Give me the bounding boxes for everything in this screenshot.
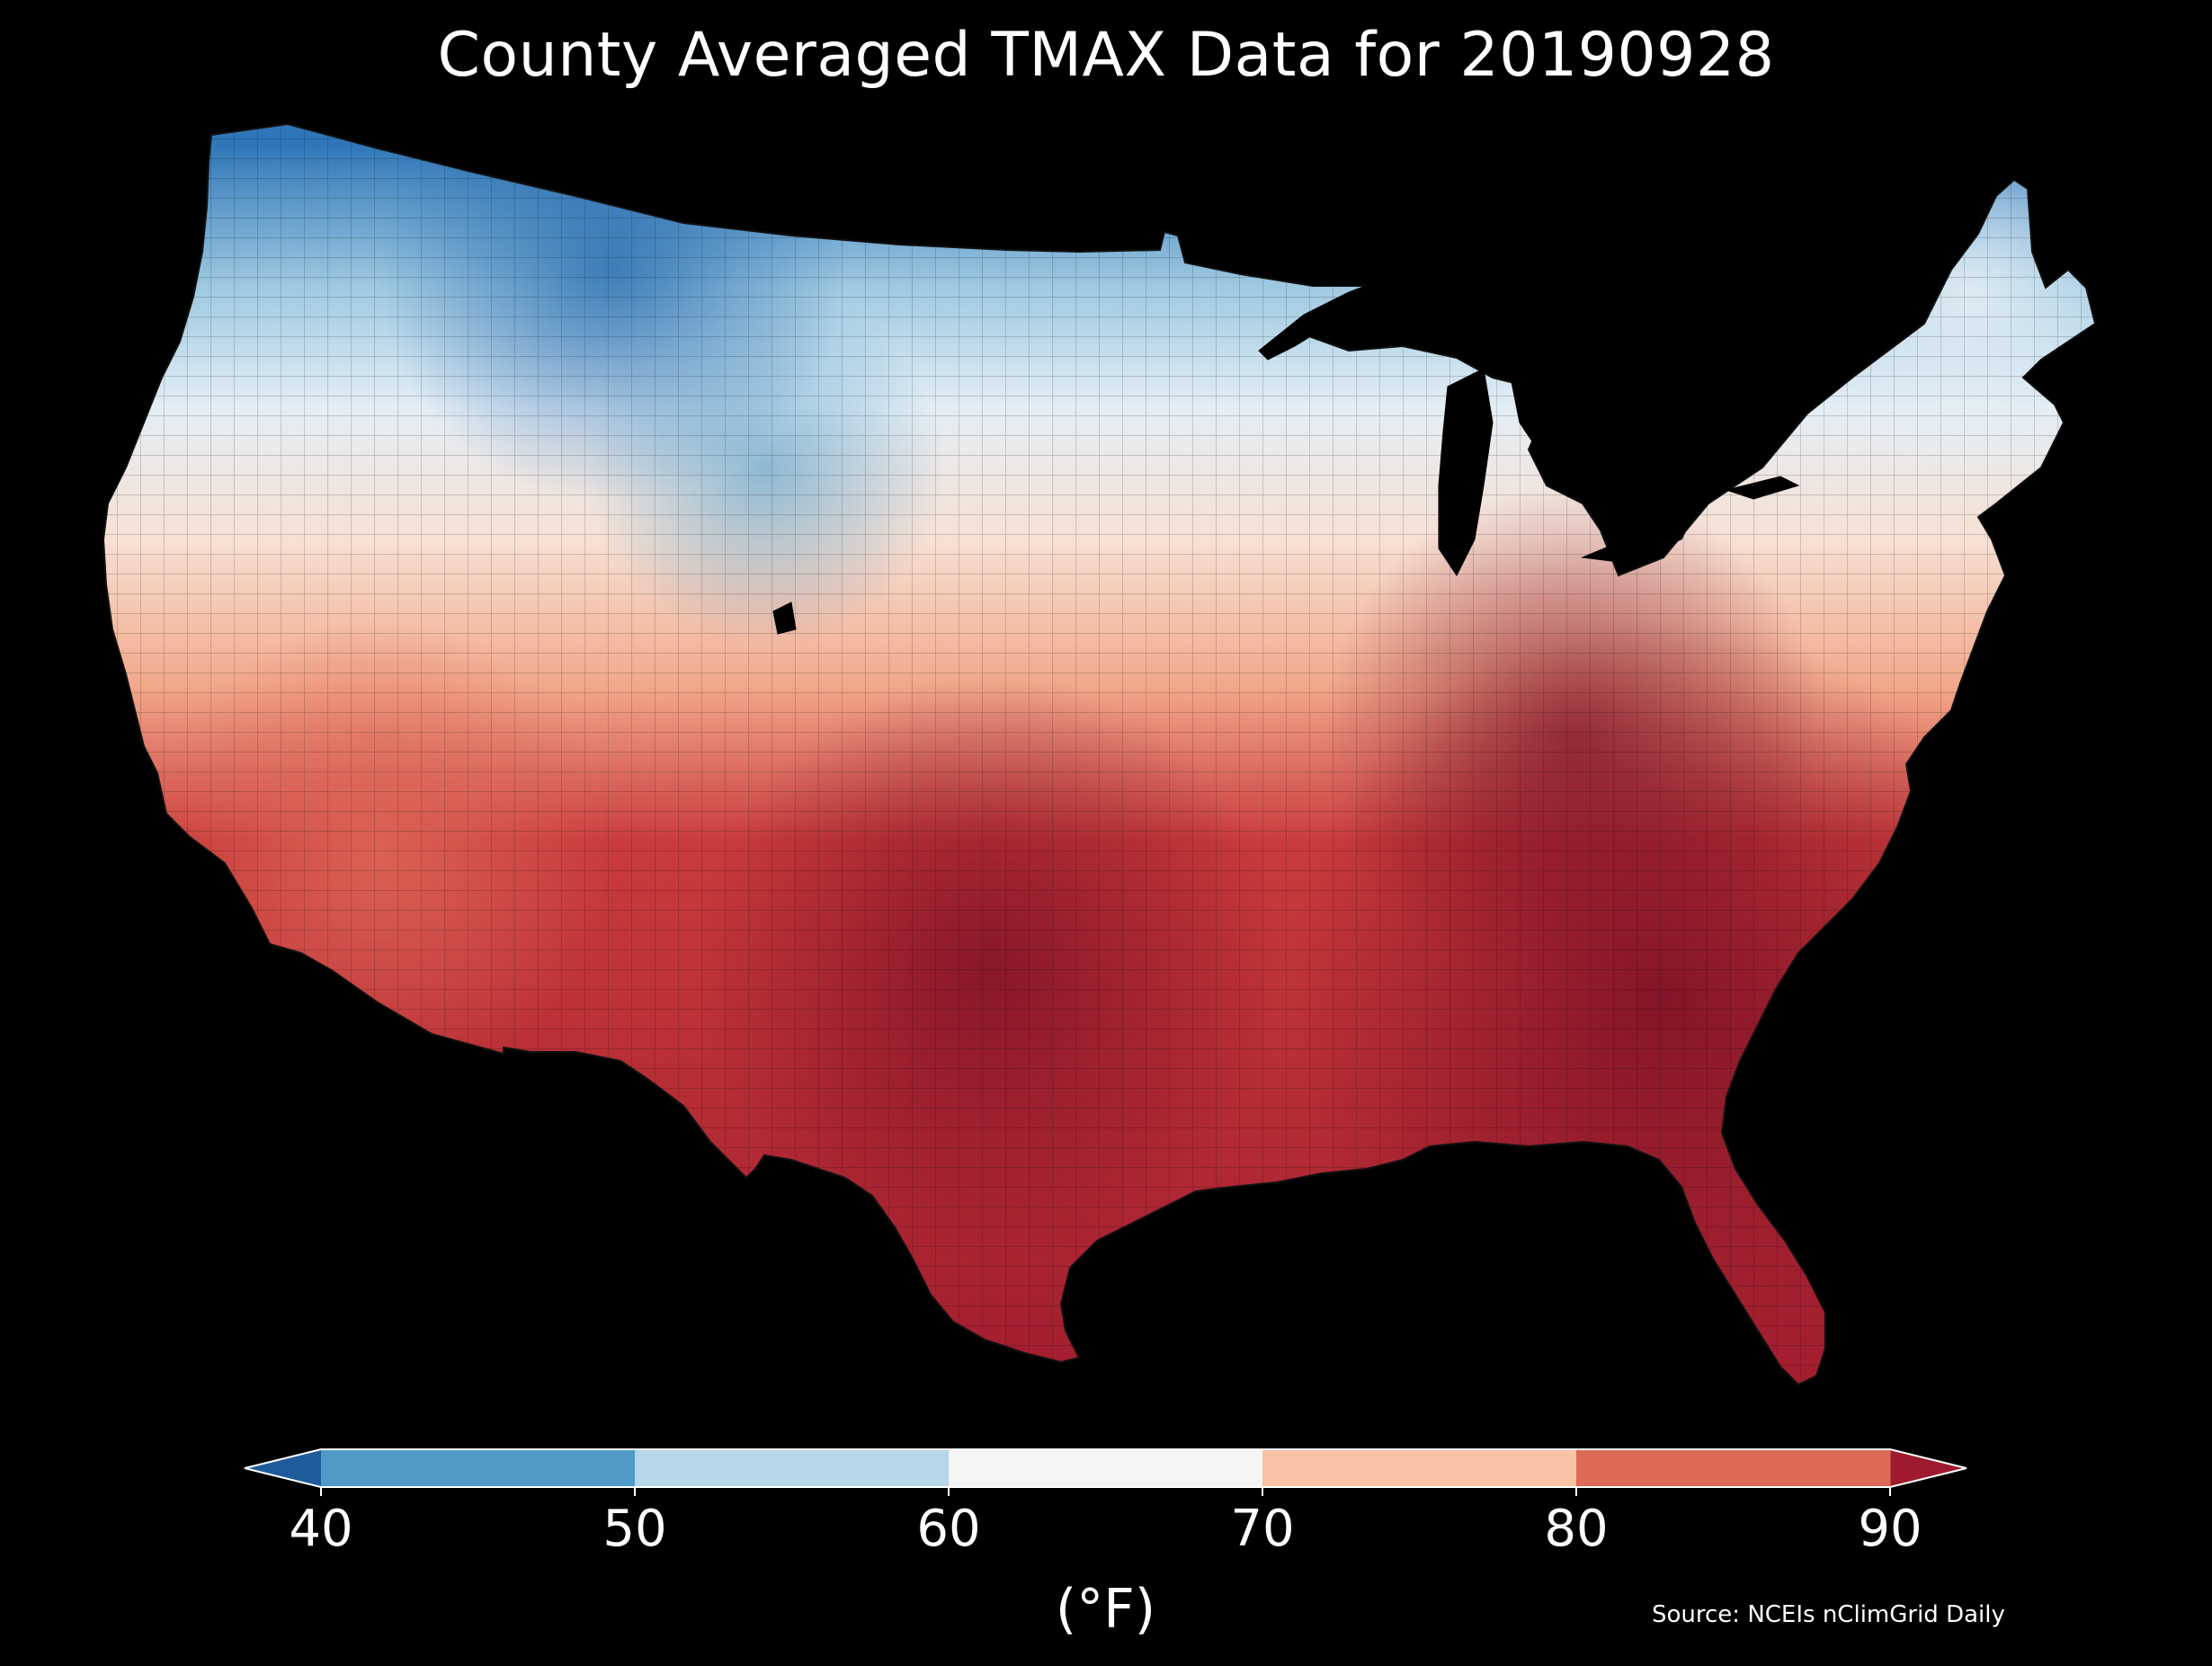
colorbar-segment [635,1449,950,1487]
colorbar-tick-label: 60 [916,1500,980,1558]
colorbar-segment [1576,1449,1891,1487]
lake-superior [1258,277,1387,361]
colorbar-segment [949,1449,1263,1487]
colorbar-tick-label: 90 [1858,1500,1922,1558]
colorbar-tick-label: 70 [1230,1500,1294,1558]
colorbar-unit-label: (°F) [1056,1578,1155,1641]
colorbar: 40 50 60 70 80 90 (°F) [244,1448,1967,1641]
source-credit: Source: NCEIs nClimGrid Daily [1652,1601,2005,1628]
lake-erie [1581,521,1691,563]
colorbar-tick-label: 40 [289,1500,352,1558]
lake-huron [1510,359,1583,450]
us-outline [102,122,2097,1386]
great-salt-lake [772,601,797,635]
lake-michigan [1438,368,1494,576]
lake-ontario [1725,476,1800,500]
map-title: County Averaged TMAX Data for 20190928 [437,20,1775,91]
colorbar-tick-label: 80 [1544,1500,1608,1558]
colorbar-segment [321,1449,636,1487]
colorbar-segment [1262,1449,1577,1487]
colorbar-under-extend [245,1449,321,1487]
colorbar-tick-label: 50 [602,1500,666,1558]
colorbar-over-extend [1890,1449,1967,1487]
